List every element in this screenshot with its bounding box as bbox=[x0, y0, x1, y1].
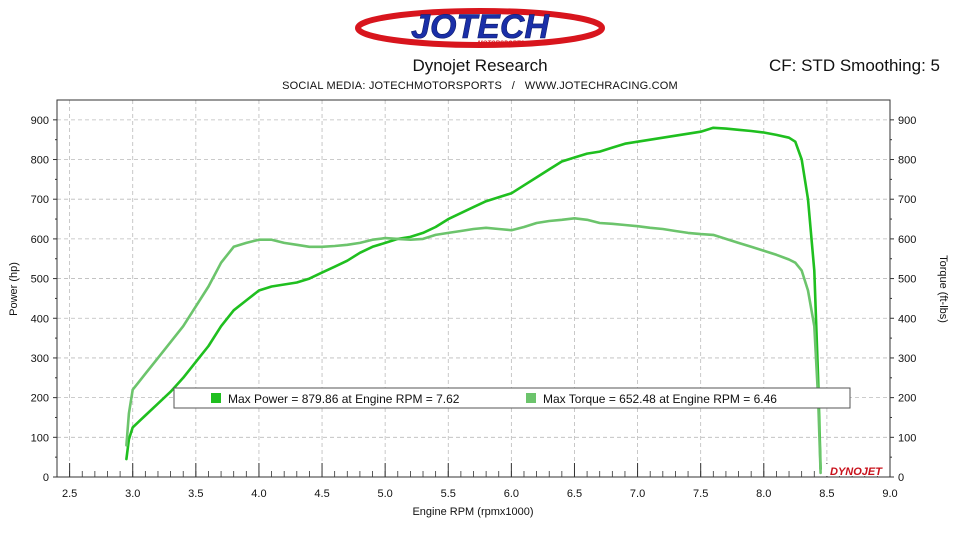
grid bbox=[57, 100, 890, 477]
legend-torque-swatch bbox=[526, 393, 536, 403]
y-tick-label-left: 600 bbox=[31, 234, 49, 246]
legend: Max Power = 879.86 at Engine RPM = 7.62 … bbox=[173, 387, 851, 409]
y-axis-right-title: Torque (ft-lbs) bbox=[937, 255, 949, 323]
x-axis: 2.5 3.0 3.5 4.0 4.5 5.0 5.5 6.0 6.5 7.0 7.5 8.0 8.5 9… bbox=[62, 463, 898, 500]
y-tick-label-right: 200 bbox=[898, 393, 916, 405]
logo-swoosh bbox=[355, 8, 605, 48]
x-axis-title: Engine RPM (rpmx1000) bbox=[412, 506, 533, 518]
x-tick-label: 5.5 bbox=[441, 488, 456, 500]
y-tick-label-left: 400 bbox=[31, 313, 49, 325]
y-tick-label-right: 700 bbox=[898, 194, 916, 206]
y-tick-label-left: 800 bbox=[31, 155, 49, 167]
series-layer bbox=[125, 126, 822, 475]
y-tick-label-left: 700 bbox=[31, 194, 49, 206]
y-tick-label-left: 100 bbox=[31, 432, 49, 444]
x-tick-label: 8.0 bbox=[756, 488, 771, 500]
x-tick-label: 5.0 bbox=[378, 488, 393, 500]
legend-torque-label: Max Torque = 652.48 at Engine RPM = 6.46 bbox=[543, 392, 777, 406]
y-tick-label-right: 800 bbox=[898, 155, 916, 167]
x-tick-label: 2.5 bbox=[62, 488, 77, 500]
y-tick-label-right: 500 bbox=[898, 274, 916, 286]
x-tick-label: 8.5 bbox=[819, 488, 834, 500]
y-tick-label-right: 600 bbox=[898, 234, 916, 246]
series-line-power bbox=[125, 126, 822, 471]
x-tick-label: 3.5 bbox=[188, 488, 203, 500]
y-axis-left-title: Power (hp) bbox=[8, 262, 20, 316]
y-tick-label-left: 0 bbox=[43, 472, 49, 484]
y-tick-label-left: 500 bbox=[31, 274, 49, 286]
series-line-torque bbox=[125, 217, 822, 475]
correction-factor: CF: STD Smoothing: 5 bbox=[768, 56, 940, 75]
x-tick-label: 4.0 bbox=[251, 488, 266, 500]
legend-power-label: Max Power = 879.86 at Engine RPM = 7.62 bbox=[228, 392, 460, 406]
y-tick-label-right: 300 bbox=[898, 353, 916, 365]
x-tick-label: 7.5 bbox=[693, 488, 708, 500]
y-tick-label-right: 0 bbox=[898, 472, 904, 484]
jotech-logo: JOTECH MOTORSPORTS bbox=[355, 8, 605, 48]
y-tick-label-left: 200 bbox=[31, 393, 49, 405]
x-tick-label: 9.0 bbox=[882, 488, 897, 500]
watermark-text: DYNOJET bbox=[830, 466, 883, 478]
x-tick-label: 3.0 bbox=[125, 488, 140, 500]
chart-title: Dynojet Research bbox=[412, 56, 548, 75]
y-tick-label-right: 900 bbox=[898, 115, 916, 127]
logo-subtext: MOTORSPORTS bbox=[478, 41, 525, 47]
plot-frame bbox=[56, 99, 891, 478]
x-tick-label: 6.5 bbox=[567, 488, 582, 500]
y-tick-label-right: 400 bbox=[898, 313, 916, 325]
dynojet-watermark: DYNOJET bbox=[823, 464, 888, 478]
legend-power-swatch bbox=[211, 393, 221, 403]
legend-box bbox=[173, 387, 851, 409]
y-axis-left: 0 100 200 300 400 500 600 700 800 900 bbox=[31, 115, 57, 484]
y-tick-label-right: 100 bbox=[898, 432, 916, 444]
chart-subtitle: SOCIAL MEDIA: JOTECHMOTORSPORTS / WWW.JO… bbox=[282, 80, 678, 92]
x-tick-label: 7.0 bbox=[630, 488, 645, 500]
x-tick-label: 6.0 bbox=[504, 488, 519, 500]
x-tick-label: 4.5 bbox=[314, 488, 329, 500]
y-tick-label-left: 300 bbox=[31, 353, 49, 365]
logo-text: JOTECH bbox=[411, 8, 550, 46]
y-tick-label-left: 900 bbox=[31, 115, 49, 127]
y-axis-right: 0 100 200 300 400 500 600 700 800 900 bbox=[890, 115, 916, 484]
